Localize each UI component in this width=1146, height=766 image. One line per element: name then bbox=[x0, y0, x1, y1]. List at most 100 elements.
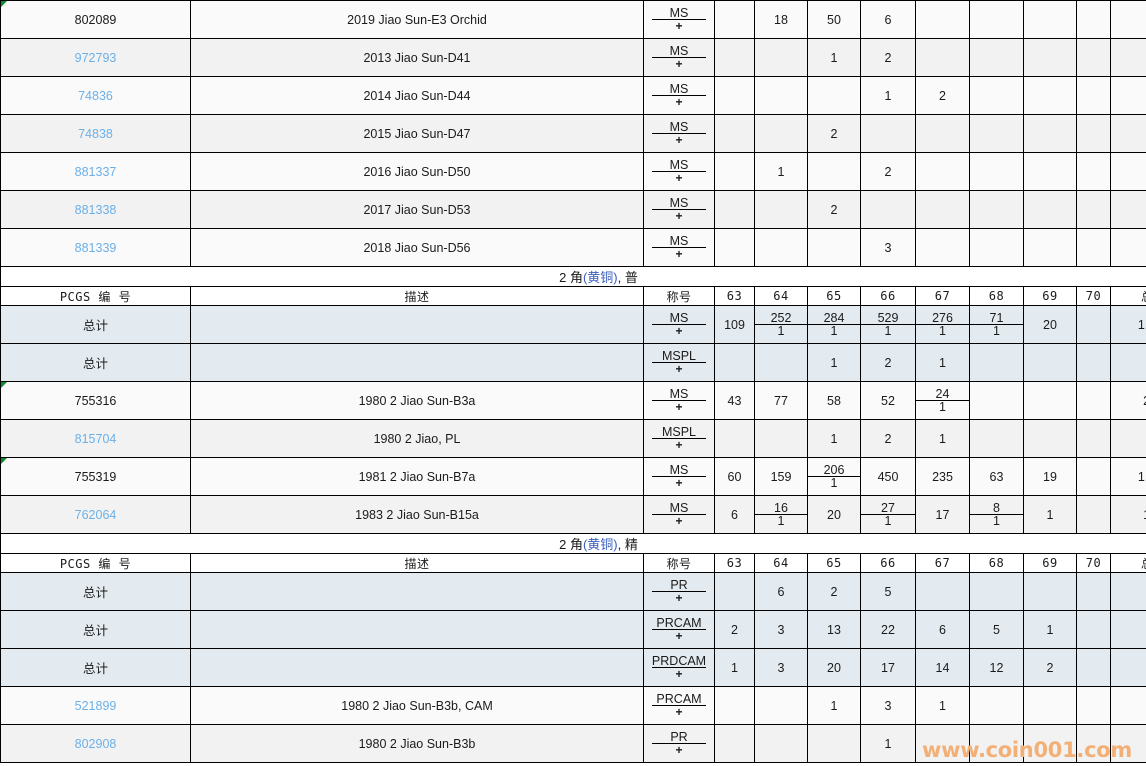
grade-value-main: 24 bbox=[916, 387, 969, 401]
designation-stack: MS + bbox=[645, 197, 714, 224]
pcgs-number-link[interactable]: 521899 bbox=[74, 698, 117, 713]
grade-value-plus: 1 bbox=[777, 324, 785, 338]
grade-cell-65: 50 bbox=[807, 0, 861, 39]
designation-plus: + bbox=[675, 438, 683, 453]
grade-value-main: 284 bbox=[808, 311, 860, 325]
pcgs-number-cell[interactable]: 881339 bbox=[0, 228, 191, 267]
grade-cell-65: 13 bbox=[807, 610, 861, 649]
grade-cell-64 bbox=[754, 343, 808, 382]
grade-cell-67 bbox=[915, 152, 970, 191]
pcgs-number-cell[interactable]: 762064 bbox=[0, 495, 191, 534]
designation-stack: MS + bbox=[645, 464, 714, 489]
pcgs-number-cell[interactable]: 881338 bbox=[0, 190, 191, 229]
pcgs-number-cell[interactable]: 74838 bbox=[0, 114, 191, 153]
grade-cell-63 bbox=[714, 38, 755, 77]
designation-cell: MS + bbox=[643, 228, 715, 267]
grade-split: 276 1 bbox=[916, 311, 969, 338]
grade-value-plus: 1 bbox=[884, 514, 892, 528]
grade-cell-70 bbox=[1076, 343, 1111, 382]
designation-plus: + bbox=[675, 514, 683, 529]
designation-stack: MS + bbox=[645, 121, 714, 148]
grade-cell-69 bbox=[1023, 228, 1077, 267]
column-header-63: 63 bbox=[714, 286, 755, 306]
row-total-cell: 4 bbox=[1110, 343, 1146, 382]
row-total-cell: 4 bbox=[1110, 419, 1146, 458]
pcgs-number-link[interactable]: 762064 bbox=[74, 507, 117, 522]
grade-cell-70 bbox=[1076, 228, 1111, 267]
pcgs-number-cell[interactable]: 815704 bbox=[0, 419, 191, 458]
row-total-cell: 52 bbox=[1110, 610, 1146, 649]
pcgs-number-link[interactable]: 881339 bbox=[74, 240, 117, 255]
designation-cell: MS + bbox=[643, 190, 715, 229]
grade-cell-66: 2 bbox=[860, 152, 916, 191]
grade-value-main: 8 bbox=[970, 501, 1023, 515]
column-header-64: 64 bbox=[754, 286, 808, 306]
pcgs-number-link[interactable]: 802908 bbox=[74, 736, 117, 751]
designation-grade: PRCAM bbox=[652, 693, 706, 707]
grade-value-main: 27 bbox=[861, 501, 915, 515]
pcgs-number-link[interactable]: 972793 bbox=[74, 50, 117, 65]
designation-plus: + bbox=[675, 209, 683, 224]
grade-cell-63 bbox=[714, 228, 755, 267]
grade-cell-69: 1 bbox=[1023, 610, 1077, 649]
designation-plus: + bbox=[675, 133, 683, 148]
pcgs-number-cell[interactable]: 74836 bbox=[0, 76, 191, 115]
grade-cell-66 bbox=[860, 114, 916, 153]
grade-cell-66: 17 bbox=[860, 648, 916, 687]
section-title-suffix: , 精 bbox=[617, 537, 638, 552]
section-title-prefix: 2 角 bbox=[559, 270, 583, 285]
column-header-70: 70 bbox=[1076, 286, 1111, 306]
grade-cell-68: 63 bbox=[969, 457, 1024, 496]
grade-cell-63 bbox=[714, 0, 755, 39]
pcgs-number-cell[interactable]: 972793 bbox=[0, 38, 191, 77]
grade-cell-65: 1 bbox=[807, 343, 861, 382]
grade-cell-68 bbox=[969, 419, 1024, 458]
grade-cell-70 bbox=[1076, 457, 1111, 496]
grade-cell-69: 2 bbox=[1023, 648, 1077, 687]
designation-grade: MSPL bbox=[652, 350, 706, 364]
grade-cell-68: 71 1 bbox=[969, 305, 1024, 344]
designation-stack: MSPL + bbox=[645, 350, 714, 375]
column-header-69: 69 bbox=[1023, 553, 1077, 573]
pcgs-number-link[interactable]: 881338 bbox=[74, 202, 117, 217]
grade-cell-63 bbox=[714, 343, 755, 382]
grade-cell-68 bbox=[969, 190, 1024, 229]
grade-cell-65 bbox=[807, 228, 861, 267]
pcgs-number-text: 755319 bbox=[74, 469, 117, 484]
pcgs-number-cell[interactable]: 802908 bbox=[0, 724, 191, 763]
column-header-total: 总计 bbox=[1110, 553, 1146, 573]
grade-cell-70 bbox=[1076, 38, 1111, 77]
grade-cell-65: 206 1 bbox=[807, 457, 861, 496]
designation-stack: MSPL + bbox=[645, 426, 714, 453]
grade-cell-63: 60 bbox=[714, 457, 755, 496]
pcgs-number-cell[interactable]: 881337 bbox=[0, 152, 191, 191]
pcgs-number-link[interactable]: 815704 bbox=[74, 431, 117, 446]
pcgs-number-cell[interactable]: 521899 bbox=[0, 686, 191, 725]
grade-split: 16 1 bbox=[755, 501, 807, 528]
grade-cell-69 bbox=[1023, 572, 1077, 611]
grade-value-main: 206 bbox=[808, 463, 860, 477]
designation-stack: MS + bbox=[645, 312, 714, 337]
designation-grade: MS bbox=[652, 7, 706, 21]
pcgs-number-link[interactable]: 881337 bbox=[74, 164, 117, 179]
grade-cell-66: 6 bbox=[860, 0, 916, 39]
designation-grade: MS bbox=[652, 197, 706, 211]
row-total-cell: 2 bbox=[1110, 114, 1146, 153]
pcgs-number-link[interactable]: 74836 bbox=[78, 88, 113, 103]
grade-value-plus: 1 bbox=[830, 476, 838, 490]
pcgs-number-link[interactable]: 74838 bbox=[78, 126, 113, 141]
grade-cell-64: 3 bbox=[754, 610, 808, 649]
column-header-68: 68 bbox=[969, 286, 1024, 306]
grade-cell-63 bbox=[714, 152, 755, 191]
designation-cell: MS + bbox=[643, 38, 715, 77]
grade-cell-64 bbox=[754, 724, 808, 763]
section-title: 2 角(黄铜), 精 bbox=[0, 533, 1146, 554]
designation-stack: MS + bbox=[645, 45, 714, 70]
designation-cell: MS + bbox=[643, 76, 715, 115]
